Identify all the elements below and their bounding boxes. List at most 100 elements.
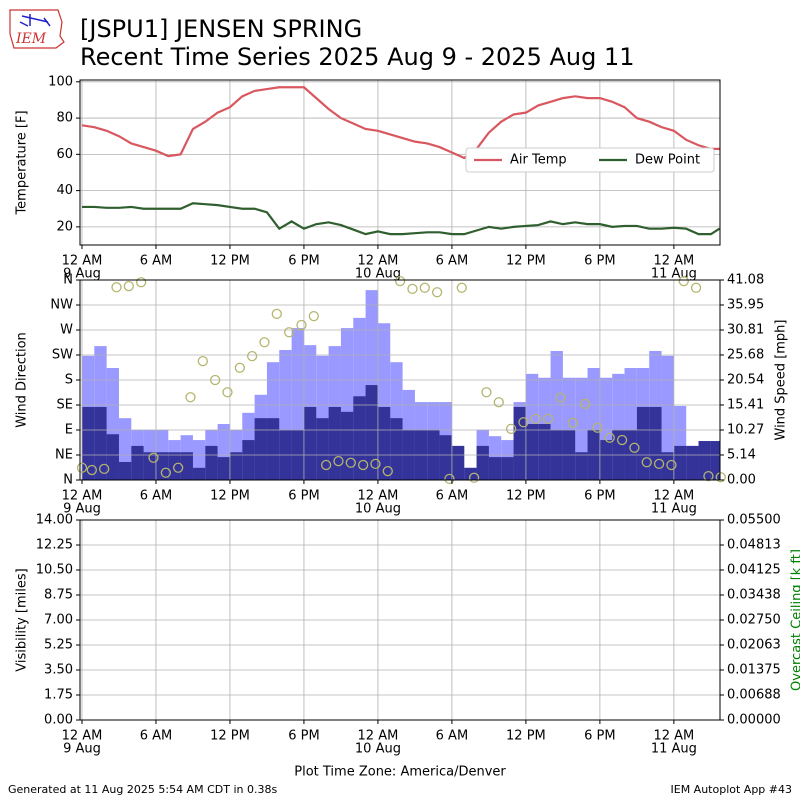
y-tick-label: 20 [56, 219, 73, 234]
x-tick-label: 12 PM [210, 489, 250, 504]
direction-point [234, 362, 245, 373]
y-tick-label: 14.00 [36, 513, 73, 528]
direction-point [345, 457, 356, 468]
direction-point [481, 387, 492, 398]
y-tick-label: NE [55, 448, 73, 463]
y2-tick-label: 25.68 [727, 347, 764, 362]
x-tick-label: 12 PM [506, 254, 546, 269]
y-axis-label: Wind Direction [15, 332, 30, 428]
y2-tick-label: 0.03438 [727, 588, 781, 603]
x-tick-date: 10 Aug [355, 267, 401, 282]
wind-bar [710, 441, 720, 480]
direction-point [703, 470, 714, 482]
direction-point [283, 327, 295, 338]
y-tick-label: 3.50 [44, 663, 73, 678]
direction-point [246, 350, 258, 362]
x-tick-label: 12 AM [358, 254, 399, 269]
wind-bar [649, 406, 662, 480]
x-tick-label: 6 AM [140, 254, 173, 269]
direction-point [567, 417, 578, 428]
y-tick-label: SW [52, 348, 73, 363]
direction-point [468, 472, 480, 483]
x-tick-label: 12 AM [62, 254, 103, 269]
y-tick-label: 10.50 [36, 563, 73, 578]
direction-point [690, 282, 702, 293]
wind-bar [575, 452, 588, 480]
x-tick-label: 12 AM [358, 489, 399, 504]
plot-area [80, 80, 720, 245]
y2-tick-label: 35.95 [727, 297, 764, 312]
wind-bar [180, 452, 193, 480]
wind-bar [242, 440, 255, 480]
direction-point [394, 275, 406, 287]
direction-point [148, 452, 159, 463]
y2-tick-label: 0.00 [727, 473, 756, 488]
direction-point [641, 457, 652, 468]
plot-area [80, 280, 720, 480]
wind-bar [81, 406, 95, 480]
y-tick-label: 0.00 [44, 713, 73, 728]
wind-bar [217, 457, 230, 480]
direction-point [320, 459, 332, 471]
x-tick-date: 11 Aug [651, 267, 697, 282]
x-tick-date: 11 Aug [651, 742, 697, 757]
y2-tick-label: 20.54 [727, 373, 764, 388]
x-tick-label: 6 AM [436, 729, 469, 744]
direction-point [518, 417, 529, 428]
x-tick-date: 10 Aug [355, 502, 401, 517]
wind-bar [229, 452, 243, 480]
direction-point [555, 392, 566, 403]
x-tick-label: 12 PM [506, 489, 546, 504]
x-tick-label: 6 AM [140, 729, 173, 744]
logo-text: IEM [15, 31, 47, 47]
direction-point [678, 275, 689, 287]
x-tick-label: 6 AM [436, 489, 469, 504]
wind-bar [599, 440, 613, 480]
direction-point [653, 458, 665, 470]
y2-tick-label: 41.08 [727, 273, 764, 288]
wind-bar [94, 406, 107, 480]
y-tick-label: SE [57, 398, 73, 413]
direction-point [123, 280, 134, 292]
wind-bar [661, 452, 674, 480]
x-tick-label: 6 PM [584, 254, 615, 269]
logo-icon [19, 14, 51, 27]
wind-bar [328, 406, 341, 480]
y2-tick-label: 15.41 [727, 397, 764, 412]
subtitle: Recent Time Series 2025 Aug 9 - 2025 Aug… [80, 43, 635, 71]
wind-bar [192, 467, 206, 480]
wind-bar [439, 435, 452, 480]
wind-bar [538, 424, 551, 480]
direction-point [370, 458, 381, 470]
y-tick-label: 7.00 [44, 613, 73, 628]
wind-bar [377, 406, 391, 480]
wind-bar [143, 452, 156, 480]
logo-outline [9, 9, 65, 49]
direction-point [505, 423, 517, 435]
direction-point [530, 413, 541, 425]
y2-tick-label: 0.05500 [727, 513, 781, 528]
direction-point [629, 442, 640, 453]
y-tick-label: 40 [56, 183, 73, 198]
wind-bar [106, 434, 119, 480]
x-tick-date: 9 Aug [63, 502, 101, 517]
plot-frame [79, 79, 721, 246]
x-tick-label: 12 PM [506, 729, 546, 744]
direction-point [542, 413, 554, 425]
wind-bar [673, 445, 687, 480]
wind-bar [118, 461, 132, 480]
direction-point [592, 422, 603, 433]
direction-point [616, 434, 628, 446]
y-tick-label: 80 [56, 111, 73, 126]
direction-point [222, 387, 233, 398]
y-axis-label: Visibility [miles] [15, 568, 30, 671]
direction-point [357, 459, 369, 471]
y-tick-label: 1.75 [44, 688, 73, 703]
wind-bar [254, 418, 267, 480]
direction-point [173, 462, 184, 473]
wind-bar [266, 418, 280, 480]
x-tick-label: 12 AM [653, 489, 694, 504]
wind-bar [340, 411, 354, 480]
direction-point [136, 277, 147, 288]
